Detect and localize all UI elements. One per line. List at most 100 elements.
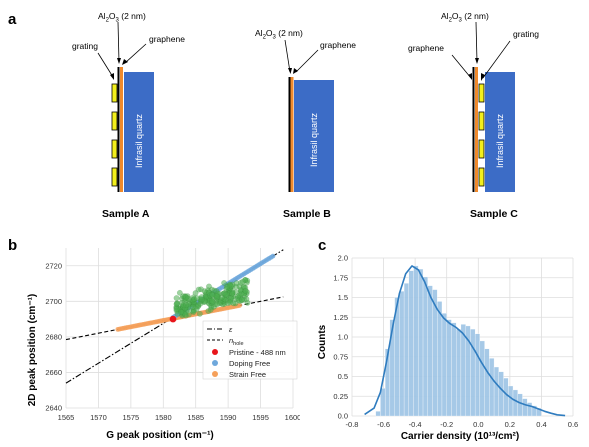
chart-b-x-tick-label: 1595 xyxy=(252,413,269,422)
chart-b-map-point xyxy=(213,293,220,300)
chart-b-doping-free-point xyxy=(270,253,276,259)
chart-c-histogram-bar xyxy=(441,313,447,417)
sample-a-grating-bar xyxy=(111,139,118,159)
chart-b-map-point xyxy=(190,309,197,316)
sample-b-substrate xyxy=(294,80,334,192)
chart-b-x-tick-label: 1580 xyxy=(155,413,172,422)
chart-b-y-axis-title: 2D peak position (cm⁻¹) xyxy=(27,294,38,407)
chart-b-map-point xyxy=(213,301,220,308)
legend-pristine-marker xyxy=(212,349,218,355)
chart-c-x-tick-label: -0.6 xyxy=(377,420,390,429)
sample-a-graphene-arrow xyxy=(124,43,147,64)
chart-b-map-point xyxy=(239,278,246,285)
chart-b-map-point xyxy=(192,290,199,296)
legend-box xyxy=(202,320,298,380)
chart-b-x-tick-label: 1600 xyxy=(285,413,300,422)
chart-b-map-point xyxy=(173,306,180,313)
legend-strain-free-marker xyxy=(212,371,218,377)
chart-b-x-axis-title: G peak position (cm⁻¹) xyxy=(106,430,214,441)
panel-label-c: c xyxy=(318,237,326,254)
chart-b-map-point xyxy=(239,296,245,303)
chart-c-histogram-bar xyxy=(470,328,476,417)
chart-b-map-point xyxy=(237,286,244,293)
sample-b-al2o3-label: Al2O3 (2 nm) xyxy=(255,28,303,41)
chart-c-histogram-bar xyxy=(489,358,495,417)
chart-c-histogram-bar xyxy=(403,283,409,417)
chart-b-points xyxy=(115,253,276,332)
chart-b-y-tick-label: 2660 xyxy=(45,368,62,377)
sample-a-substrate-label: Infrasil quartz xyxy=(134,113,144,168)
legend-doping-free-text: Doping Free xyxy=(229,359,270,368)
chart-c-y-tick-label: 0.0 xyxy=(338,412,348,421)
sample-a-al2o3-label: Al2O3 (2 nm) xyxy=(98,11,146,24)
arrow-head xyxy=(481,73,485,81)
sample-c-grating-bar xyxy=(478,83,485,103)
sample-a-substrate xyxy=(124,72,154,192)
sample-c-grating-bar xyxy=(478,111,485,131)
sample-a-al2o3-arrow xyxy=(117,21,120,63)
sample-a-grating-bar xyxy=(111,111,118,131)
chart-c-histogram-bar xyxy=(422,276,428,417)
chart-b-x-tick-label: 1565 xyxy=(58,413,75,422)
arrow-head xyxy=(475,58,479,64)
chart-c-y-tick-label: 2.0 xyxy=(338,254,348,263)
sample-b-al2o3-arrow xyxy=(284,39,291,73)
carrier-density-histogram: c -0.8 -0.6 -0.4 -0.2 0.0 0.2 0.4 0.6 0.0 0.25 0.5… xyxy=(317,237,578,442)
chart-b-map-point xyxy=(194,295,201,302)
chart-c-y-tick-label: 0.75 xyxy=(333,352,348,361)
chart-c-histogram-bar xyxy=(527,402,533,417)
chart-c-histogram-bar xyxy=(503,377,509,417)
chart-c-x-tick-label: 0.0 xyxy=(473,420,483,429)
chart-c-y-tick-label: 1.75 xyxy=(333,273,348,282)
sample-a-grating-arrow xyxy=(97,52,114,78)
chart-b-strain-free-point xyxy=(237,303,242,308)
sample-c-al2o3-arrow xyxy=(475,21,478,63)
chart-b-map-point xyxy=(196,310,203,317)
sample-c-graphene-label: graphene xyxy=(408,43,444,53)
arrow-head xyxy=(117,58,121,64)
chart-c-x-tick-label: 0.2 xyxy=(505,420,515,429)
chart-c-histogram-bar xyxy=(375,411,381,417)
sample-b-label: Sample B xyxy=(283,208,331,220)
chart-c-y-tick-label: 1.0 xyxy=(338,333,348,342)
chart-b-map-point xyxy=(227,299,233,306)
chart-b-map-point xyxy=(223,284,230,290)
chart-c-bars xyxy=(375,265,542,417)
legend-strain-free-text: Strain Free xyxy=(229,370,266,379)
arrow-head xyxy=(293,68,298,74)
chart-c-histogram-bar xyxy=(413,265,419,417)
sample-a-schematic: Infrasil quartz Al2O3 (2 nm) graphene gr… xyxy=(72,11,185,220)
legend-nhole-text: nhole xyxy=(229,336,244,347)
chart-c-y-axis-title: Counts xyxy=(317,324,328,359)
chart-c-x-tick-label: -0.4 xyxy=(409,420,422,429)
sample-c-grating-bar xyxy=(478,167,485,187)
chart-b-map-point xyxy=(201,288,208,295)
chart-c-histogram-bar xyxy=(418,268,424,417)
panel-label-b: b xyxy=(8,237,17,254)
chart-b-map-point xyxy=(221,280,227,286)
legend-eps-text: ε xyxy=(229,325,233,334)
chart-c-y-tick-label: 1.5 xyxy=(338,293,348,302)
sample-b-graphene-label: graphene xyxy=(320,40,356,50)
chart-b-x-tick-label: 1575 xyxy=(123,413,140,422)
chart-c-histogram-bar xyxy=(484,348,490,417)
sample-b-graphene-arrow xyxy=(295,49,319,73)
chart-c-y-tick-label: 1.25 xyxy=(333,313,348,322)
sample-a-graphene-label: graphene xyxy=(149,34,185,44)
chart-c-histogram-bar xyxy=(512,389,518,417)
sample-c-graphene-arrow xyxy=(451,54,472,79)
chart-b-map-point xyxy=(195,286,202,293)
chart-c-histogram-bar xyxy=(517,393,523,417)
arrow-head xyxy=(122,59,128,65)
chart-c-histogram-bar xyxy=(493,366,499,417)
sample-c-schematic: Infrasil quartz Al2O3 (2 nm) graphene gr… xyxy=(408,11,539,220)
chart-b-map-point xyxy=(176,289,183,296)
chart-b-map-point xyxy=(178,309,185,315)
raman-scatter-chart: b 1565 1570 1575 1580 1585 1590 1595 1600 2640 26… xyxy=(8,237,300,441)
chart-c-histogram-bar xyxy=(451,322,457,417)
sample-c-grating-label: grating xyxy=(513,29,539,39)
chart-b-map-point xyxy=(173,295,180,301)
chart-c-histogram-bar xyxy=(437,301,443,417)
chart-c-x-tick-label: 0.6 xyxy=(568,420,578,429)
chart-b-x-tick-label: 1590 xyxy=(220,413,237,422)
